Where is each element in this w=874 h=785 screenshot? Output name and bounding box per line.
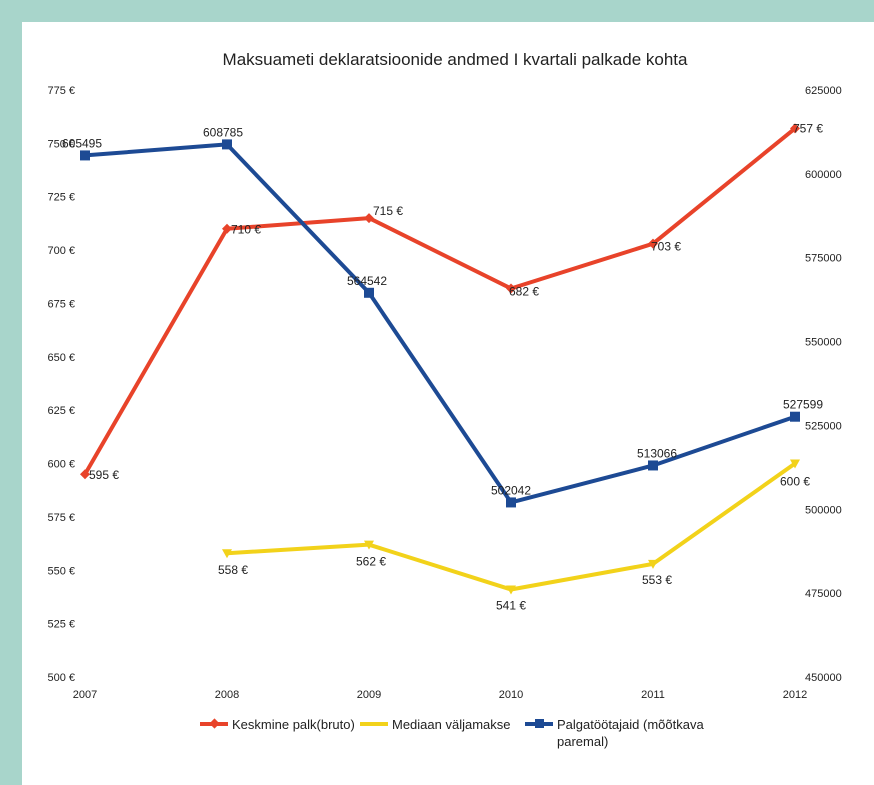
data-point-marker bbox=[222, 223, 232, 234]
data-label: 608785 bbox=[203, 125, 243, 139]
data-point-marker bbox=[80, 469, 90, 480]
legend-item-keskmine: Keskmine palk(bruto) bbox=[200, 716, 355, 733]
data-label: 682 € bbox=[509, 285, 539, 299]
y-left-tick-label: 525 € bbox=[47, 619, 75, 631]
y-right-tick-label: 550000 bbox=[805, 337, 842, 349]
data-point-marker bbox=[506, 585, 516, 595]
series-line bbox=[226, 461, 797, 592]
x-tick-label: 2008 bbox=[215, 689, 239, 701]
data-point-marker bbox=[364, 213, 374, 224]
data-point-marker bbox=[506, 497, 516, 508]
y-right-tick-label: 500000 bbox=[805, 504, 842, 516]
series-line bbox=[84, 142, 796, 505]
legend-label-palgatootajaid: Palgatöötajaid (mõõtkava paremal) bbox=[557, 716, 704, 750]
series-line bbox=[83, 126, 797, 476]
data-label: 600 € bbox=[780, 475, 810, 489]
x-tick-label: 2011 bbox=[641, 689, 665, 701]
legend-label-line-1: Palgatöötajaid (mõõtkava bbox=[557, 717, 704, 732]
data-point-marker bbox=[364, 287, 374, 298]
x-tick-label: 2010 bbox=[499, 689, 523, 701]
data-label: 710 € bbox=[231, 223, 261, 237]
y-left-tick-label: 750 € bbox=[47, 138, 75, 150]
data-label: 715 € bbox=[373, 204, 403, 218]
y-left-tick-label: 500 € bbox=[47, 672, 75, 684]
data-point-marker bbox=[222, 549, 232, 559]
data-label: 757 € bbox=[793, 121, 823, 135]
y-right-tick-label: 600000 bbox=[805, 169, 842, 181]
legend-swatch-palgatootajaid bbox=[525, 716, 553, 730]
y-right-tick-label: 450000 bbox=[805, 672, 842, 684]
data-label: 605495 bbox=[62, 136, 102, 150]
chart-legend: Keskmine palk(bruto) Mediaan väljamakse … bbox=[200, 716, 760, 766]
y-left-tick-label: 550 € bbox=[47, 565, 75, 577]
x-tick-label: 2012 bbox=[783, 689, 807, 701]
y-right-tick-label: 525000 bbox=[805, 420, 842, 432]
axes: 500 € 525 € 550 € 575 € 600 € 625 € 650 € 675 €… bbox=[47, 85, 841, 701]
data-labels: 595 € 710 € 715 € 682 € 703 € 757 € 558 € 562 €… bbox=[62, 121, 823, 612]
data-label: 558 € bbox=[218, 563, 248, 577]
data-point-marker bbox=[648, 238, 658, 249]
series-lines bbox=[83, 126, 797, 592]
legend-item-mediaan: Mediaan väljamakse bbox=[360, 716, 511, 733]
data-point-marker bbox=[790, 411, 800, 422]
data-point-marker bbox=[648, 559, 658, 569]
data-label: 564542 bbox=[347, 274, 387, 288]
data-label: 553 € bbox=[642, 573, 672, 587]
data-label: 527599 bbox=[783, 398, 823, 412]
y-left-tick-label: 575 € bbox=[47, 512, 75, 524]
y-left-tick-label: 650 € bbox=[47, 352, 75, 364]
data-label: 541 € bbox=[496, 598, 526, 612]
series-markers bbox=[80, 123, 800, 595]
legend-swatch-keskmine bbox=[200, 716, 228, 730]
data-point-marker bbox=[80, 150, 90, 161]
data-point-marker bbox=[790, 459, 800, 469]
data-point-marker bbox=[506, 283, 516, 294]
y-left-tick-label: 675 € bbox=[47, 298, 75, 310]
data-label: 502042 bbox=[491, 483, 531, 497]
data-point-marker bbox=[222, 139, 232, 150]
data-point-marker bbox=[790, 123, 800, 134]
data-label: 703 € bbox=[651, 240, 681, 254]
y-right-tick-label: 475000 bbox=[805, 588, 842, 600]
data-point-marker bbox=[364, 540, 374, 550]
x-tick-label: 2007 bbox=[73, 689, 97, 701]
legend-label-mediaan: Mediaan väljamakse bbox=[392, 717, 511, 732]
frame-left-border bbox=[0, 0, 22, 785]
data-label: 513066 bbox=[637, 446, 677, 460]
legend-label-keskmine: Keskmine palk(bruto) bbox=[232, 717, 355, 732]
legend-item-palgatootajaid: Palgatöötajaid (mõõtkava paremal) bbox=[525, 716, 704, 750]
y-left-tick-label: 700 € bbox=[47, 245, 75, 257]
legend-swatch-mediaan bbox=[360, 716, 388, 730]
x-tick-label: 2009 bbox=[357, 689, 381, 701]
y-right-tick-label: 575000 bbox=[805, 253, 842, 265]
frame-top-border bbox=[0, 0, 874, 22]
y-right-tick-label: 625000 bbox=[805, 85, 842, 97]
y-left-tick-label: 600 € bbox=[47, 459, 75, 471]
legend-label-line-2: paremal) bbox=[557, 734, 609, 749]
y-left-tick-label: 625 € bbox=[47, 405, 75, 417]
data-label: 562 € bbox=[356, 555, 386, 569]
data-point-marker bbox=[648, 460, 658, 471]
y-left-tick-label: 775 € bbox=[47, 85, 75, 97]
chart-title: Maksuameti deklaratsioonide andmed I kva… bbox=[223, 50, 688, 69]
y-left-tick-label: 725 € bbox=[47, 192, 75, 204]
data-label: 595 € bbox=[89, 468, 119, 482]
